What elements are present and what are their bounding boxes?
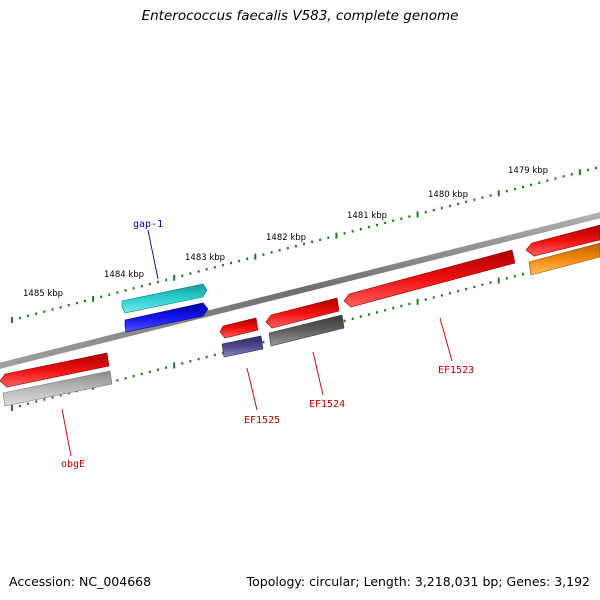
tick-label-1480: 1480 kbp [428,190,468,200]
callout-line-obgE [61,408,72,457]
gene-label-obgE: obgE [61,459,85,470]
genome-summary-text: Topology: circular; Length: 3,218,031 bp… [246,574,590,589]
gene-label-EF1523: EF1523 [438,365,474,376]
gene-EF1523[interactable] [343,249,516,308]
gene-label-EF1525: EF1525 [244,415,280,426]
gene-EF1524-dark[interactable] [268,314,345,347]
tick-label-1482: 1482 kbp [266,233,306,243]
callout-line-EF1525 [246,367,258,411]
gene-right-red[interactable] [525,224,600,257]
gene-EF1525-purple[interactable] [221,335,264,358]
genome-backbone [0,212,600,369]
tick-label-1479: 1479 kbp [508,166,548,176]
gene-forward-blue[interactable] [124,302,209,333]
tick-label-1484: 1484 kbp [104,270,144,280]
accession-text: Accession: NC_004668 [9,574,152,589]
callout-line-EF1523 [439,317,453,362]
gene-obgE[interactable] [0,352,110,388]
gene-EF1525[interactable] [219,317,259,339]
gene-label-EF1524: EF1524 [309,399,345,410]
gene-gap-1[interactable] [121,283,208,314]
tick-label-1481: 1481 kbp [347,211,387,221]
gene-right-orange[interactable] [528,242,600,276]
gene-obgE-gray[interactable] [2,370,113,407]
tick-label-1483: 1483 kbp [185,253,225,263]
callout-line-gap-1 [147,229,159,280]
tick-label-1485: 1485 kbp [23,289,63,299]
gene-EF1524[interactable] [265,297,340,329]
map-title: Enterococcus faecalis V583, complete gen… [141,8,459,24]
callout-line-EF1524 [312,351,324,396]
gene-label-gap-1: gap-1 [133,219,163,230]
outer-ruler [11,166,597,323]
